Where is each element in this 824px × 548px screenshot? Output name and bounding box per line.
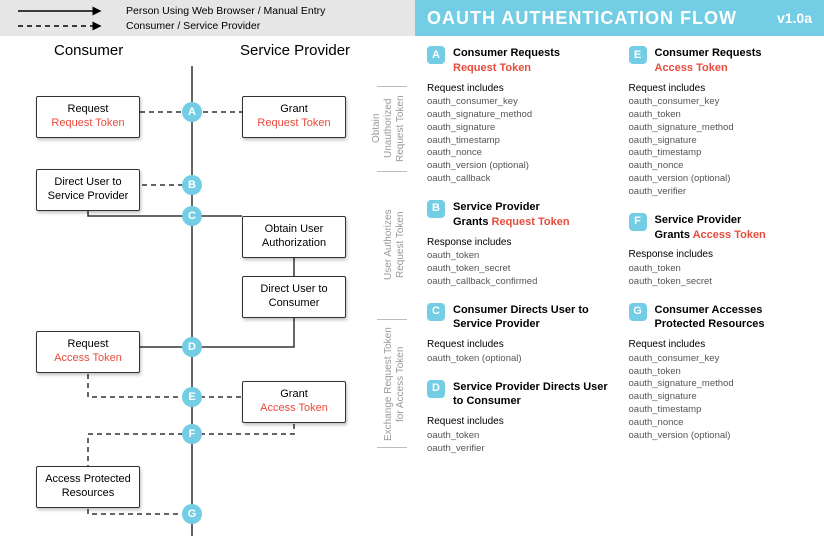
- node-F: F: [182, 424, 202, 444]
- section-A: A Consumer RequestsRequest Token Request i…: [427, 46, 611, 186]
- node-C: C: [182, 206, 202, 226]
- flow-box-req-at: RequestAccess Token: [36, 331, 140, 373]
- section-B: B Service ProviderGrants Request Token Res…: [427, 200, 611, 289]
- section-title: Consumer RequestsAccess Token: [655, 46, 762, 76]
- section-sub: Response includes: [427, 236, 611, 250]
- consumer-header: Consumer: [54, 42, 123, 59]
- section-title: Service ProviderGrants Request Token: [453, 200, 570, 230]
- legend-dashed-line: [18, 21, 108, 31]
- provider-header: Service Provider: [240, 42, 350, 59]
- section-title: Service ProviderGrants Access Token: [655, 213, 766, 243]
- section-sub: Request includes: [629, 82, 813, 96]
- sections-col-1: A Consumer RequestsRequest Token Request i…: [427, 46, 611, 469]
- legend-dashed-label: Consumer / Service Provider: [126, 20, 260, 32]
- section-sub: Request includes: [629, 338, 813, 352]
- section-sub: Request includes: [427, 338, 611, 352]
- section-params: oauth_tokenoauth_token_secret: [629, 263, 813, 289]
- section-params: oauth_consumer_keyoauth_signature_method…: [427, 96, 611, 186]
- node-B: B: [182, 175, 202, 195]
- section-title: Service Provider Directs User to Consume…: [453, 380, 611, 410]
- flow-box-grant-at: GrantAccess Token: [242, 381, 346, 423]
- banner-title: OAUTH AUTHENTICATION FLOW: [427, 8, 737, 29]
- section-E: E Consumer RequestsAccess Token Request in…: [629, 46, 813, 199]
- node-G: G: [182, 504, 202, 524]
- section-C: C Consumer Directs User to Service Provid…: [427, 303, 611, 366]
- section-badge: A: [427, 46, 445, 64]
- section-params: oauth_consumer_keyoauth_tokenoauth_signa…: [629, 96, 813, 199]
- section-badge: D: [427, 380, 445, 398]
- flow-box-grant-rt: GrantRequest Token: [242, 96, 346, 138]
- legend: Person Using Web Browser / Manual Entry …: [0, 0, 415, 36]
- flow-diagram: Consumer Service Provider RequestRequest…: [0, 36, 415, 548]
- section-badge: E: [629, 46, 647, 64]
- section-title: Consumer RequestsRequest Token: [453, 46, 560, 76]
- section-params: oauth_tokenoauth_verifier: [427, 430, 611, 456]
- sections-col-2: E Consumer RequestsAccess Token Request in…: [629, 46, 813, 469]
- section-sub: Request includes: [427, 82, 611, 96]
- section-F: F Service ProviderGrants Access Token Resp…: [629, 213, 813, 289]
- section-badge: G: [629, 303, 647, 321]
- node-E: E: [182, 387, 202, 407]
- phase-label-2: Exchange Request Tokenfor Access Token: [383, 324, 407, 444]
- flow-box-direct-sp: Direct User toService Provider: [36, 169, 140, 211]
- phase-label-0: Obtain UnauthorizedRequest Token: [371, 91, 407, 166]
- section-badge: F: [629, 213, 647, 231]
- section-params: oauth_consumer_keyoauth_tokenoauth_signa…: [629, 353, 813, 443]
- section-title: Consumer Directs User to Service Provide…: [453, 303, 611, 333]
- section-badge: B: [427, 200, 445, 218]
- legend-solid-line: [18, 6, 108, 16]
- node-A: A: [182, 102, 202, 122]
- section-D: D Service Provider Directs User to Consum…: [427, 380, 611, 456]
- phase-label-1: User AuthorizesRequest Token: [383, 176, 407, 314]
- diagram-panel: Person Using Web Browser / Manual Entry …: [0, 0, 415, 548]
- node-D: D: [182, 337, 202, 357]
- section-badge: C: [427, 303, 445, 321]
- banner-version: v1.0a: [777, 10, 812, 26]
- flow-box-obtain-auth: Obtain UserAuthorization: [242, 216, 346, 258]
- section-params: oauth_tokenoauth_token_secretoauth_callb…: [427, 250, 611, 288]
- section-title: Consumer Accesses Protected Resources: [655, 303, 813, 333]
- section-sub: Request includes: [427, 415, 611, 429]
- flow-box-access-res: Access ProtectedResources: [36, 466, 140, 508]
- flow-box-req-rt: RequestRequest Token: [36, 96, 140, 138]
- flow-box-direct-cons: Direct User toConsumer: [242, 276, 346, 318]
- legend-solid-label: Person Using Web Browser / Manual Entry: [126, 5, 325, 17]
- section-params: oauth_token (optional): [427, 353, 611, 366]
- section-G: G Consumer Accesses Protected Resources Re…: [629, 303, 813, 443]
- title-banner: OAUTH AUTHENTICATION FLOW v1.0a: [415, 0, 824, 36]
- details-panel: OAUTH AUTHENTICATION FLOW v1.0a A Consume…: [415, 0, 824, 548]
- section-sub: Response includes: [629, 248, 813, 262]
